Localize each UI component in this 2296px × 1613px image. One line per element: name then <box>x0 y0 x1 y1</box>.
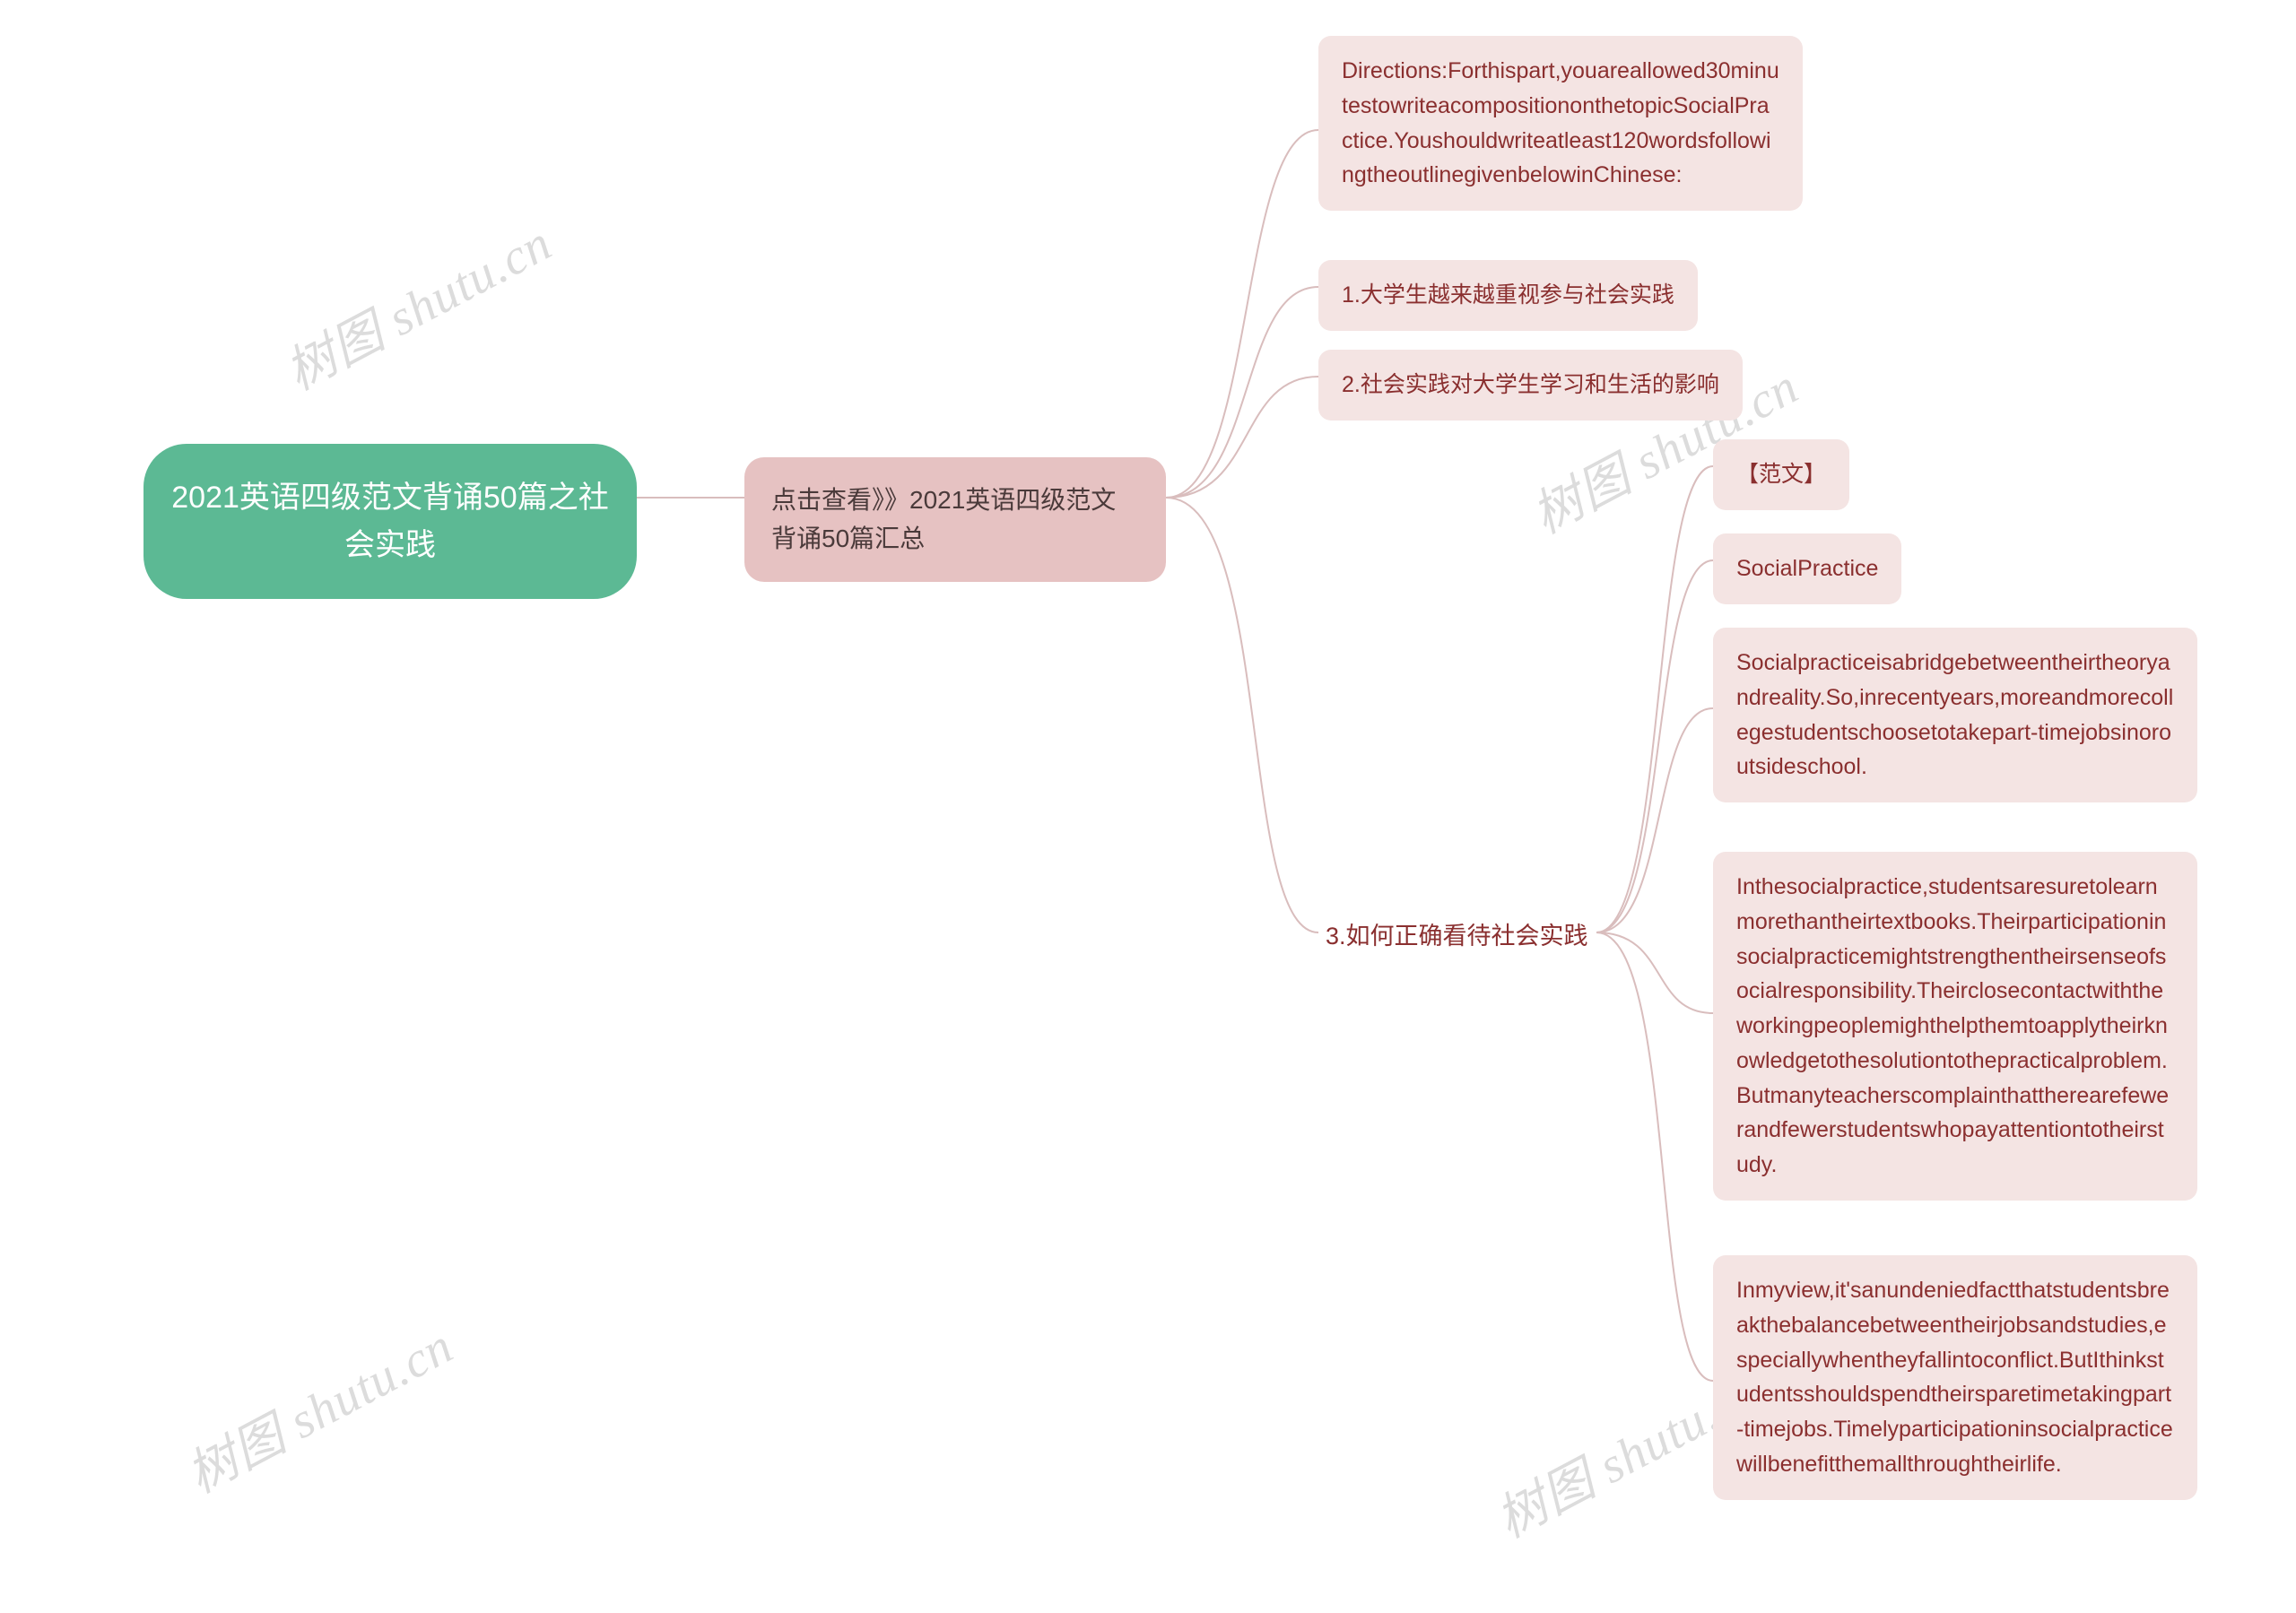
mindmap-leaf[interactable]: Directions:Forthispart,youareallowed30mi… <box>1318 36 1803 211</box>
mindmap-root[interactable]: 2021英语四级范文背诵50篇之社会实践 <box>144 444 637 599</box>
leaf-text: 【范文】 <box>1736 462 1826 487</box>
mindmap-leaf[interactable]: 【范文】 <box>1713 439 1849 510</box>
leaf-text: 1.大学生越来越重视参与社会实践 <box>1342 282 1674 308</box>
mindmap-leaf[interactable]: SocialPractice <box>1713 533 1901 604</box>
watermark: 树图 shutu.cn <box>172 1306 464 1507</box>
leaf-text: Socialpracticeisabridgebetweentheirtheor… <box>1736 650 2173 779</box>
level1-label: 点击查看》》2021英语四级范文背诵50篇汇总 <box>771 486 1116 552</box>
leaf-text: 2.社会实践对大学生学习和生活的影响 <box>1342 372 1719 397</box>
leaf-text: Inmyview,it'sanundeniedfactthatstudentsb… <box>1736 1278 2173 1477</box>
mindmap-branch-label[interactable]: 3.如何正确看待社会实践 <box>1326 916 1588 951</box>
mindmap-leaf[interactable]: 1.大学生越来越重视参与社会实践 <box>1318 260 1698 331</box>
mindmap-node-level1[interactable]: 点击查看》》2021英语四级范文背诵50篇汇总 <box>744 457 1166 582</box>
leaf-text: Directions:Forthispart,youareallowed30mi… <box>1342 58 1779 187</box>
branch-label-text: 3.如何正确看待社会实践 <box>1326 923 1588 950</box>
mindmap-leaf[interactable]: Socialpracticeisabridgebetweentheirtheor… <box>1713 628 2197 802</box>
root-label: 2021英语四级范文背诵50篇之社会实践 <box>171 481 608 562</box>
mindmap-leaf[interactable]: 2.社会实践对大学生学习和生活的影响 <box>1318 350 1743 421</box>
mindmap-leaf[interactable]: Inmyview,it'sanundeniedfactthatstudentsb… <box>1713 1255 2197 1500</box>
mindmap-leaf[interactable]: Inthesocialpractice,studentsaresuretolea… <box>1713 852 2197 1201</box>
leaf-text: Inthesocialpractice,studentsaresuretolea… <box>1736 874 2169 1177</box>
leaf-text: SocialPractice <box>1736 556 1878 581</box>
watermark: 树图 shutu.cn <box>271 204 562 404</box>
